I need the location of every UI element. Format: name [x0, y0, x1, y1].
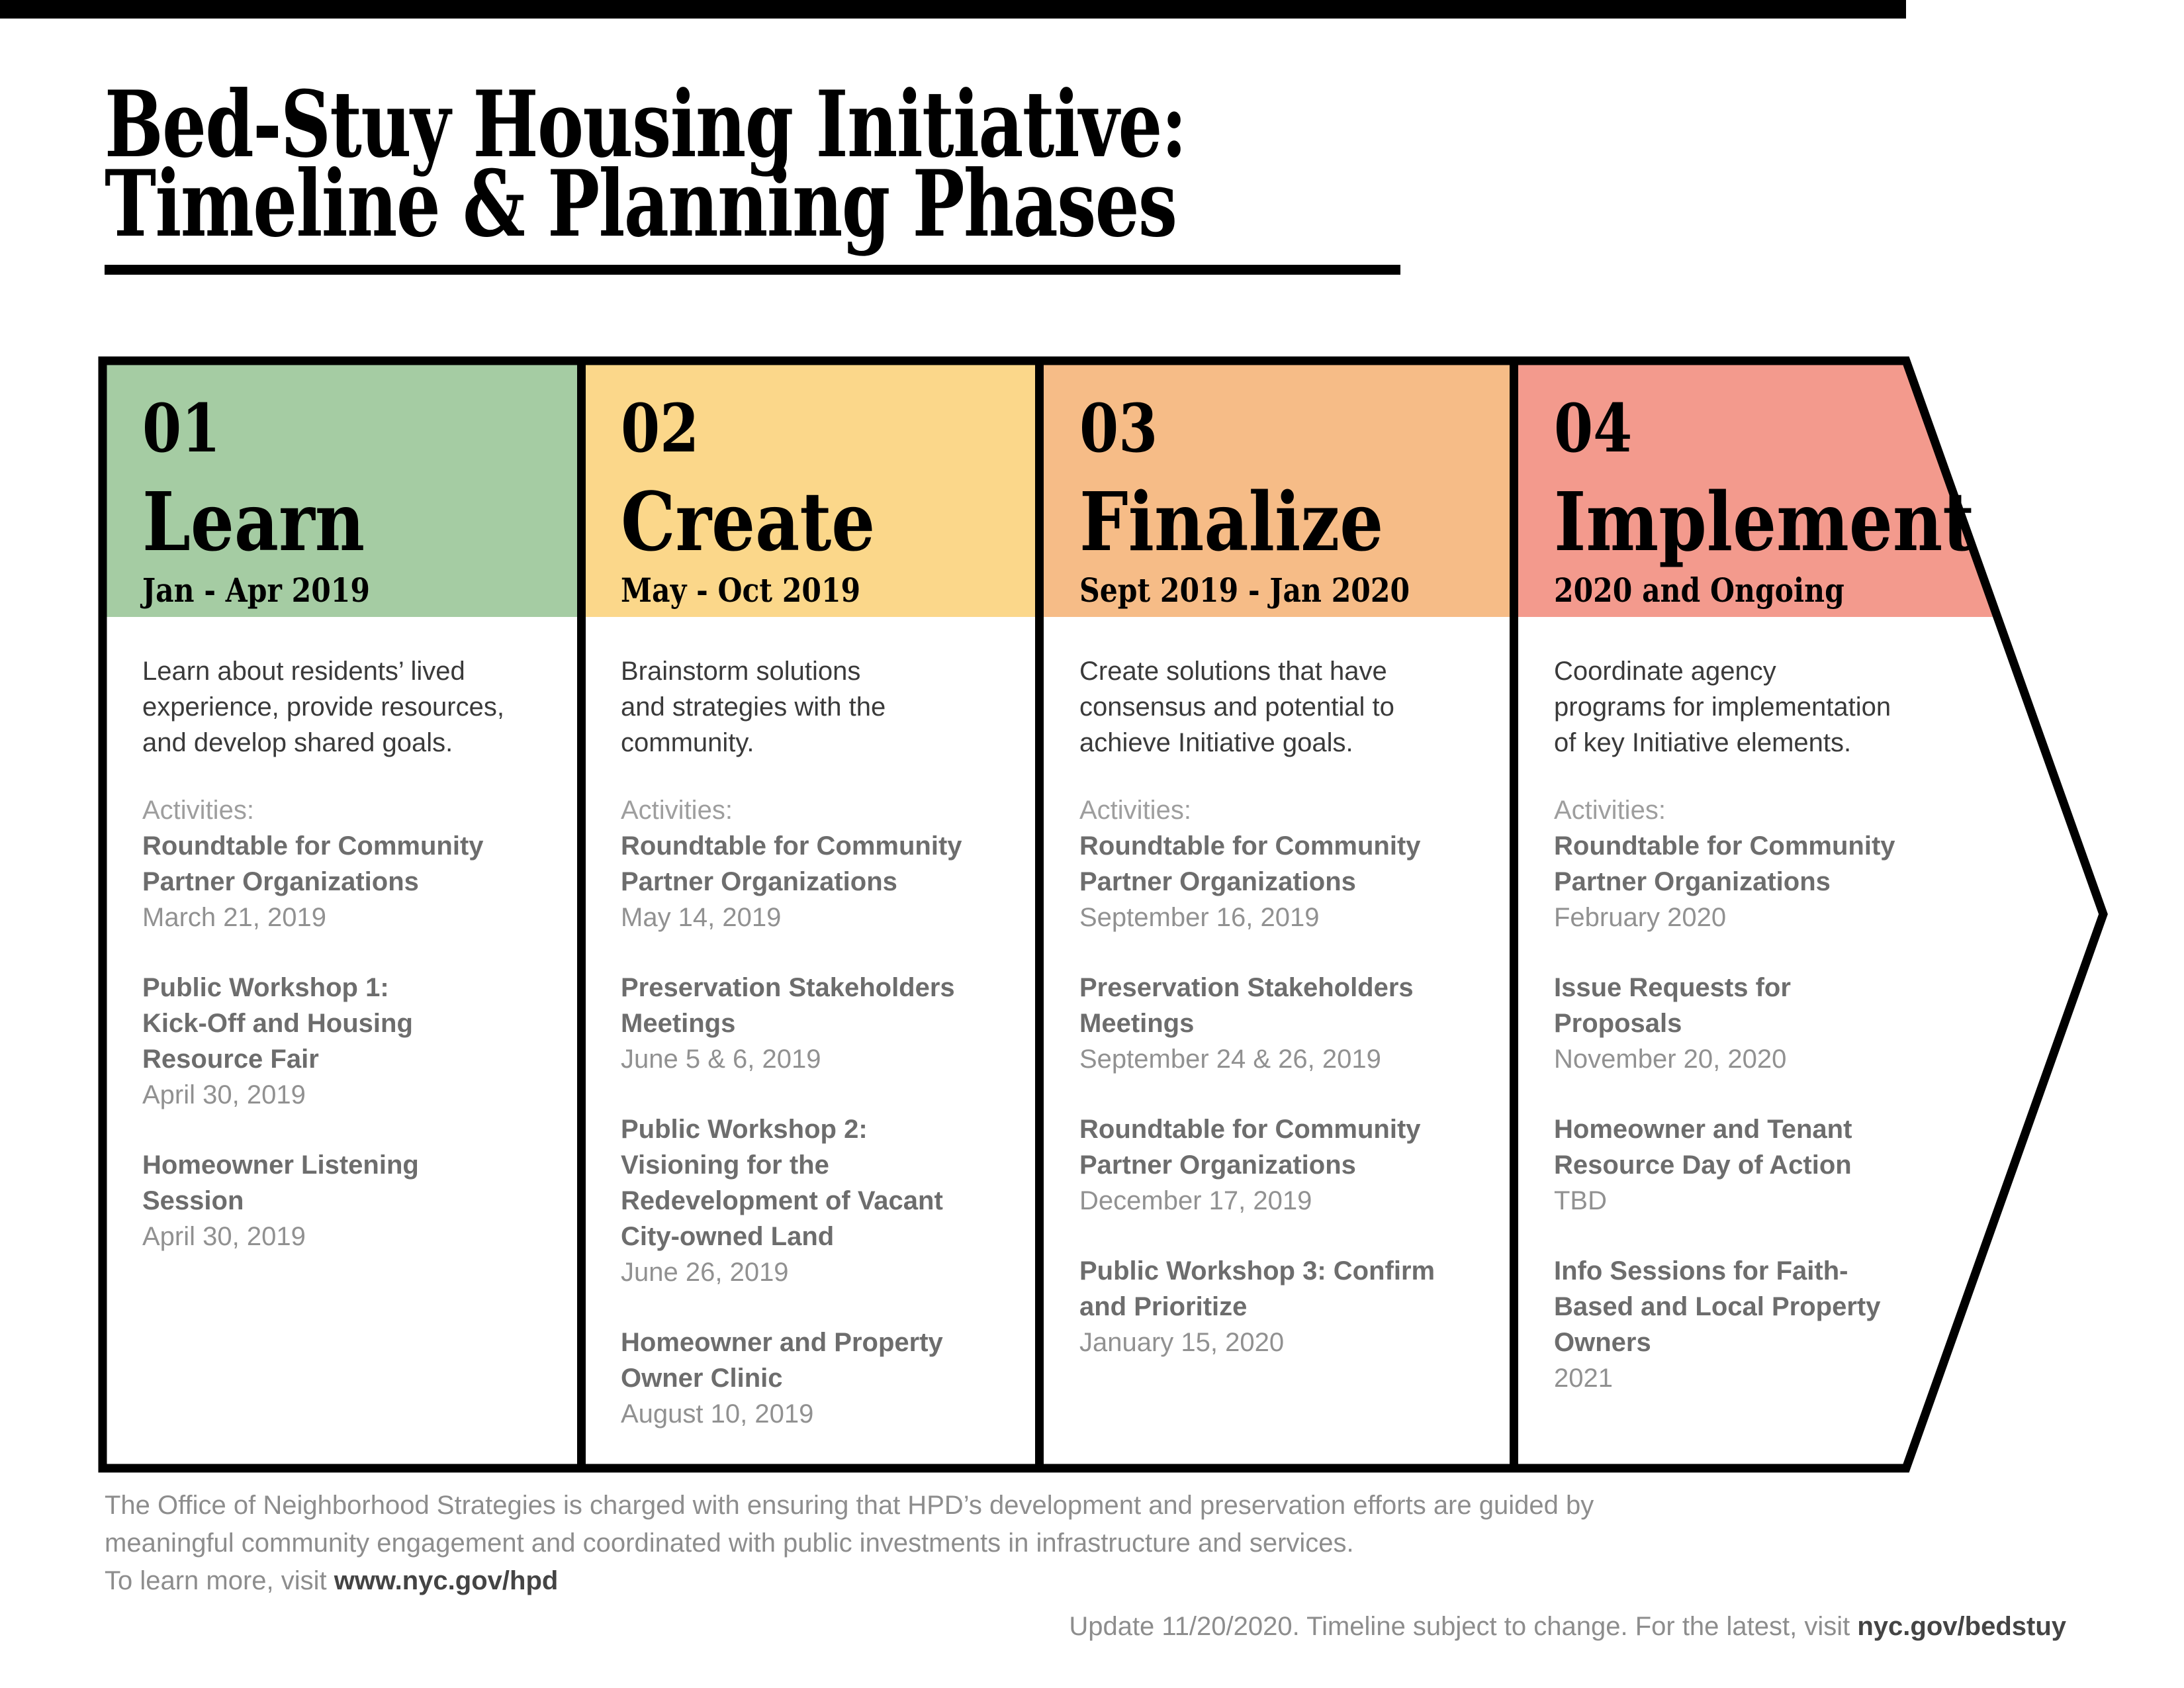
activity-date: September 24 & 26, 2019 — [1079, 1045, 1381, 1074]
column-divider-1 — [577, 361, 586, 1468]
update-note-prefix: Update 11/20/2020. Timeline subject to c… — [1069, 1612, 1858, 1641]
phase4-header-band — [1518, 365, 1995, 617]
activity-item: Roundtable for Community Partner Organiz… — [1554, 828, 1991, 935]
phase-column-finalize: 03 Finalize Sept 2019 - Jan 2020 Create … — [1044, 361, 1514, 1468]
activity-date: April 30, 2019 — [142, 1222, 306, 1251]
activity-item: Roundtable for Community Partner Organiz… — [1079, 828, 1516, 935]
phase1-intro: Learn about residents’ lived experience,… — [142, 657, 504, 757]
activity-date: November 20, 2020 — [1554, 1045, 1787, 1074]
phase1-header-band — [107, 365, 577, 617]
activity-title: Roundtable for Community Partner Organiz… — [1079, 1115, 1421, 1180]
activity-item: Info Sessions for Faith- Based and Local… — [1554, 1253, 1991, 1396]
phase1-number: 01 — [142, 389, 221, 467]
phase3-dates: Sept 2019 - Jan 2020 — [1079, 571, 1410, 610]
footer-line1: The Office of Neighborhood Strategies is… — [105, 1491, 1594, 1520]
activity-date: May 14, 2019 — [621, 903, 782, 932]
phase4-name: Implement — [1554, 474, 1975, 569]
phase3-intro: Create solutions that have consensus and… — [1079, 657, 1394, 757]
activity-date: April 30, 2019 — [142, 1080, 306, 1109]
page-title: Bed-Stuy Housing Initiative: Timeline & … — [105, 70, 1187, 258]
activity-title: Preservation Stakeholders Meetings — [1079, 973, 1414, 1038]
footer-line3-prefix: To learn more, visit — [105, 1566, 334, 1595]
page-title-line1: Bed-Stuy Housing Initiative: — [105, 70, 1187, 178]
activity-item: Public Workshop 1: Kick-Off and Housing … — [142, 970, 579, 1113]
bedstuy-link[interactable]: nyc.gov/bedstuy — [1857, 1612, 2066, 1641]
activity-item: Preservation Stakeholders Meetings Septe… — [1079, 970, 1516, 1077]
phase3-activities-label: Activities: — [1079, 796, 1191, 825]
title-underline — [105, 265, 1400, 275]
phase1-dates: Jan - Apr 2019 — [142, 571, 370, 610]
phase2-number: 02 — [621, 389, 700, 467]
activity-title: Roundtable for Community Partner Organiz… — [1554, 831, 1895, 896]
activity-title: Roundtable for Community Partner Organiz… — [621, 831, 962, 896]
activity-item: Homeowner and Property Owner Clinic Augu… — [621, 1325, 1058, 1432]
activity-title: Preservation Stakeholders Meetings — [621, 973, 955, 1038]
phase2-name: Create — [621, 474, 876, 569]
activity-title: Homeowner and Tenant Resource Day of Act… — [1554, 1115, 1852, 1180]
footer-description: The Office of Neighborhood Strategies is… — [105, 1487, 1918, 1600]
footer-line2: meaningful community engagement and coor… — [105, 1528, 1354, 1558]
phase2-intro: Brainstorm solutions and strategies with… — [621, 657, 886, 757]
activity-item: Public Workshop 2: Visioning for the Red… — [621, 1111, 1058, 1290]
hpd-link[interactable]: www.nyc.gov/hpd — [334, 1566, 559, 1595]
column-divider-3 — [1510, 361, 1518, 1468]
phase-column-implement: 04 Implement 2020 and Ongoing Coordinate… — [1518, 361, 1992, 1468]
phase2-dates: May - Oct 2019 — [621, 571, 861, 610]
activity-title: Public Workshop 3: Confirm and Prioritiz… — [1079, 1256, 1435, 1321]
phase-column-learn: 01 Learn Jan - Apr 2019 Learn about resi… — [107, 361, 574, 1468]
activity-title: Roundtable for Community Partner Organiz… — [1079, 831, 1421, 896]
activity-title: Roundtable for Community Partner Organiz… — [142, 831, 484, 896]
phase4-intro: Coordinate agency programs for implement… — [1554, 657, 1891, 757]
activity-item: Public Workshop 3: Confirm and Prioritiz… — [1079, 1253, 1516, 1360]
arrow-body-fill — [103, 361, 2103, 1468]
phase1-name: Learn — [142, 474, 365, 569]
activity-title: Public Workshop 1: Kick-Off and Housing … — [142, 973, 413, 1074]
activity-title: Homeowner Listening Session — [142, 1150, 419, 1215]
column-divider-2 — [1035, 361, 1044, 1468]
activity-item: Homeowner and Tenant Resource Day of Act… — [1554, 1111, 1991, 1219]
arrow-outline — [98, 356, 2108, 1473]
phase1-activities-label: Activities: — [142, 796, 254, 825]
update-note: Update 11/20/2020. Timeline subject to c… — [1069, 1610, 2066, 1643]
phase3-header-band — [1044, 365, 1510, 617]
activity-date: February 2020 — [1554, 903, 1727, 932]
phase2-header-band — [586, 365, 1035, 617]
phase4-number: 04 — [1554, 389, 1633, 467]
activity-item: Roundtable for Community Partner Organiz… — [142, 828, 579, 935]
phase-column-create: 02 Create May - Oct 2019 Brainstorm solu… — [585, 361, 1039, 1468]
activity-date: August 10, 2019 — [621, 1399, 814, 1429]
activity-date: June 26, 2019 — [621, 1258, 789, 1287]
top-bar-decoration — [0, 0, 1906, 19]
activity-date: June 5 & 6, 2019 — [621, 1045, 821, 1074]
phase4-activities-label: Activities: — [1554, 796, 1666, 825]
activity-title: Issue Requests for Proposals — [1554, 973, 1791, 1038]
activity-item: Homeowner Listening Session April 30, 20… — [142, 1147, 579, 1254]
activity-title: Public Workshop 2: Visioning for the Red… — [621, 1115, 943, 1251]
activity-date: September 16, 2019 — [1079, 903, 1320, 932]
activity-item: Roundtable for Community Partner Organiz… — [1079, 1111, 1516, 1219]
activity-date: January 15, 2020 — [1079, 1328, 1285, 1357]
activity-date: March 21, 2019 — [142, 903, 326, 932]
phase4-dates: 2020 and Ongoing — [1554, 571, 1844, 610]
footer-line3: To learn more, visit www.nyc.gov/hpd — [105, 1562, 1918, 1600]
activity-date: 2021 — [1554, 1364, 1613, 1393]
activity-item: Preservation Stakeholders Meetings June … — [621, 970, 1058, 1077]
activity-title: Info Sessions for Faith- Based and Local… — [1554, 1256, 1881, 1357]
activity-item: Issue Requests for Proposals November 20… — [1554, 970, 1991, 1077]
phase3-name: Finalize — [1079, 474, 1384, 569]
phase3-number: 03 — [1079, 389, 1158, 467]
activity-item: Roundtable for Community Partner Organiz… — [621, 828, 1058, 935]
phase2-activities-label: Activities: — [621, 796, 733, 825]
activity-title: Homeowner and Property Owner Clinic — [621, 1328, 943, 1393]
page-title-line2: Timeline & Planning Phases — [105, 150, 1177, 258]
activity-date: December 17, 2019 — [1079, 1186, 1312, 1215]
activity-date: TBD — [1554, 1186, 1607, 1215]
